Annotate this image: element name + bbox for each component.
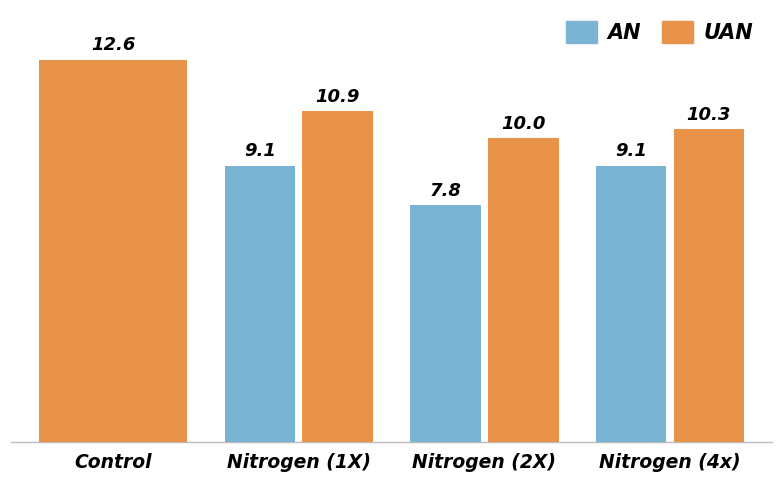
- Bar: [302, 111, 373, 442]
- Legend: AN, UAN: AN, UAN: [557, 13, 762, 51]
- Bar: [225, 166, 295, 442]
- Text: 9.1: 9.1: [244, 142, 276, 160]
- Bar: [410, 205, 481, 442]
- Bar: [488, 139, 558, 442]
- Bar: [596, 166, 666, 442]
- Bar: [39, 59, 187, 442]
- Text: 12.6: 12.6: [91, 36, 135, 54]
- Text: 10.3: 10.3: [687, 106, 731, 124]
- Text: 10.9: 10.9: [316, 88, 360, 106]
- Text: 10.0: 10.0: [501, 115, 546, 133]
- Bar: [673, 129, 744, 442]
- Text: 7.8: 7.8: [429, 182, 461, 200]
- Text: 9.1: 9.1: [615, 142, 647, 160]
